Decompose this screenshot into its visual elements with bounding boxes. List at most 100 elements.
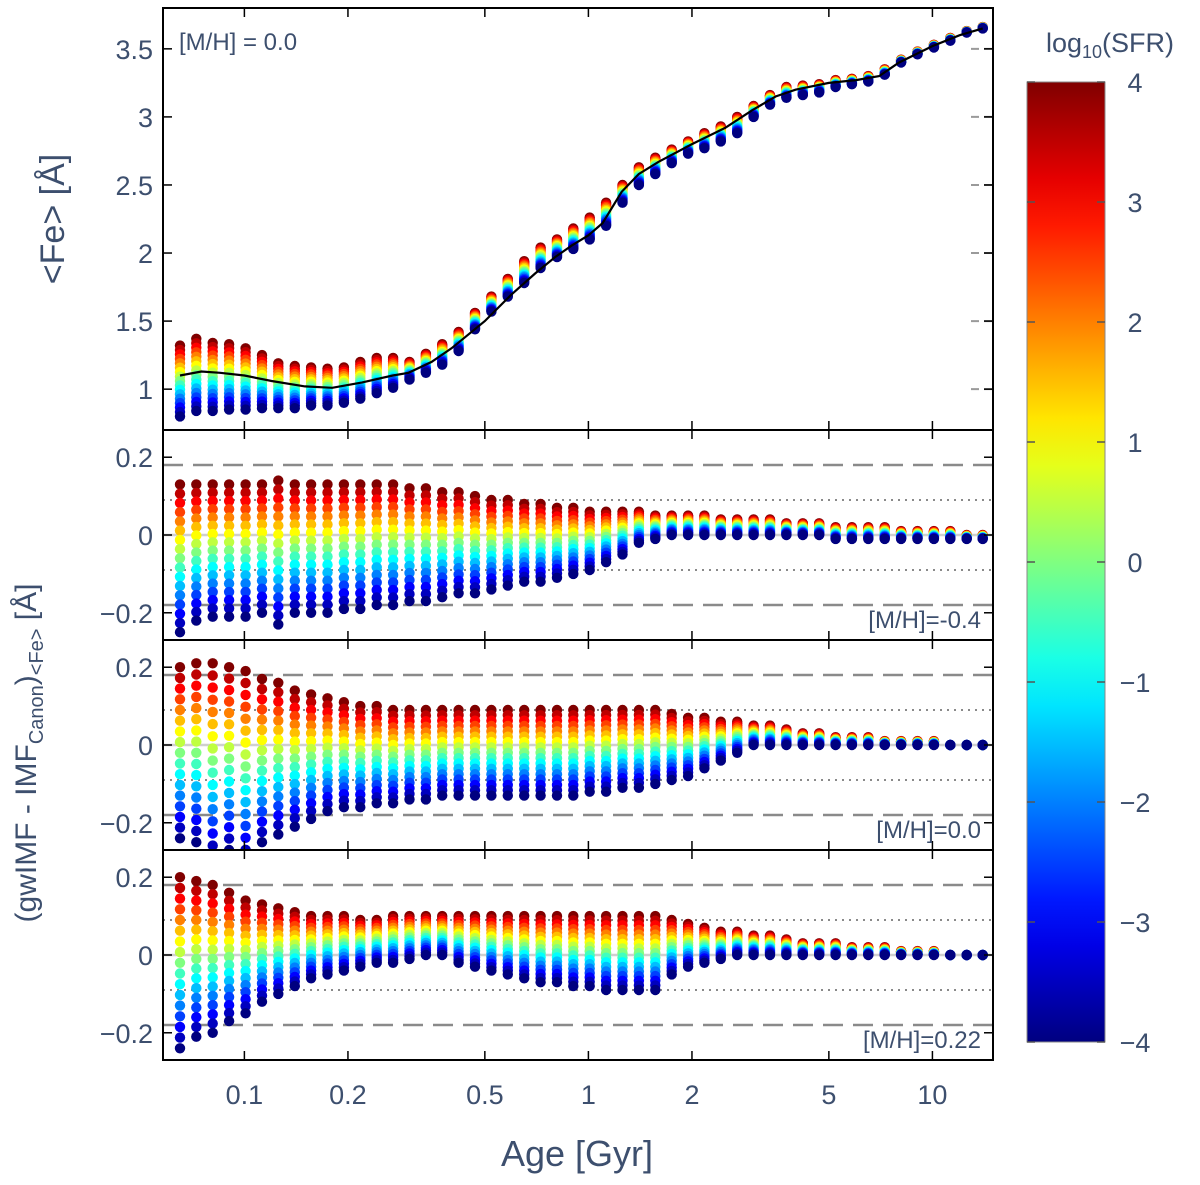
data-point [191, 530, 202, 541]
data-point [240, 520, 251, 531]
data-point [207, 694, 218, 705]
data-point [305, 519, 317, 530]
data-point [617, 549, 628, 560]
data-point [191, 691, 202, 703]
data-point [338, 525, 350, 537]
data-point [387, 539, 399, 550]
data-point [748, 739, 759, 751]
data-point [191, 680, 202, 691]
data-point [322, 591, 333, 602]
data-point [207, 731, 218, 742]
data-point [289, 710, 300, 722]
data-point [584, 564, 595, 576]
data-point [256, 673, 268, 685]
data-point [912, 949, 923, 961]
data-point [338, 397, 350, 408]
colorbar: 4 3 2 1 0 −1 −2 −3 −4 [1026, 68, 1151, 1058]
data-point [223, 975, 235, 987]
data-point [305, 503, 317, 514]
data-point [256, 487, 268, 498]
data-point [289, 727, 300, 739]
x-tick-label: 0.1 [226, 1080, 264, 1110]
data-point [256, 734, 268, 746]
data-point [928, 533, 940, 545]
data-point [502, 580, 513, 591]
data-point [223, 967, 235, 979]
data-point [273, 538, 284, 549]
data-point [174, 497, 186, 509]
data-point [928, 949, 940, 961]
data-point [453, 588, 464, 599]
y-tick-label: −0.2 [100, 1019, 153, 1049]
data-point [355, 595, 366, 607]
data-point [781, 92, 792, 104]
data-point [355, 525, 366, 537]
data-point [256, 724, 268, 736]
data-point [355, 564, 366, 576]
data-point [289, 495, 300, 506]
data-point [207, 962, 218, 974]
data-point [371, 957, 382, 968]
data-point [174, 936, 186, 947]
colorbar-tick-label: 4 [1127, 68, 1142, 98]
data-point [191, 714, 202, 725]
data-point [174, 617, 186, 629]
data-point [404, 595, 415, 607]
data-point [387, 509, 399, 520]
data-point [814, 529, 825, 541]
data-point [781, 949, 792, 961]
data-point [666, 158, 677, 169]
y-tick-label: 2 [138, 239, 153, 269]
data-point [289, 744, 300, 756]
data-point [289, 813, 300, 824]
data-point [223, 1007, 235, 1019]
data-point [387, 382, 399, 393]
data-point [273, 753, 284, 764]
data-point [895, 739, 907, 751]
data-point [404, 374, 415, 385]
data-point [879, 69, 890, 80]
data-point [305, 583, 317, 594]
data-point [355, 580, 366, 591]
data-point [174, 957, 186, 968]
data-point [682, 148, 694, 159]
data-point [207, 840, 218, 850]
data-point [486, 965, 497, 976]
data-point [584, 980, 595, 992]
data-point [535, 977, 546, 988]
data-point [453, 345, 464, 357]
data-point [305, 479, 317, 490]
data-point [387, 584, 399, 596]
data-point [617, 197, 628, 208]
data-point [551, 572, 563, 583]
colorbar-tick-label: −2 [1120, 788, 1151, 818]
data-point [338, 564, 350, 576]
y-axis-label: <Fe> [Å] [34, 154, 72, 284]
data-point [240, 578, 251, 589]
data-point [797, 949, 808, 961]
data-point [191, 606, 202, 618]
panel-annotation: [M/H] = 0.0 [179, 29, 297, 56]
data-point [305, 495, 317, 506]
data-point [240, 677, 251, 689]
data-point [437, 790, 448, 801]
colorbar-tick-label: 1 [1127, 428, 1142, 458]
data-point [305, 774, 317, 786]
data-point [371, 539, 382, 550]
data-point [207, 791, 218, 803]
data-point [207, 561, 218, 573]
data-point [322, 527, 333, 538]
data-point [256, 511, 268, 522]
data-point [371, 494, 382, 505]
data-point [273, 511, 284, 522]
data-point [174, 694, 186, 705]
data-point [174, 411, 186, 422]
data-point [174, 882, 186, 894]
data-point [207, 1009, 218, 1020]
data-point [355, 557, 366, 568]
data-point [223, 487, 235, 498]
data-point [371, 547, 382, 558]
data-point [781, 739, 792, 751]
data-point [387, 957, 399, 968]
data-point [207, 804, 218, 815]
